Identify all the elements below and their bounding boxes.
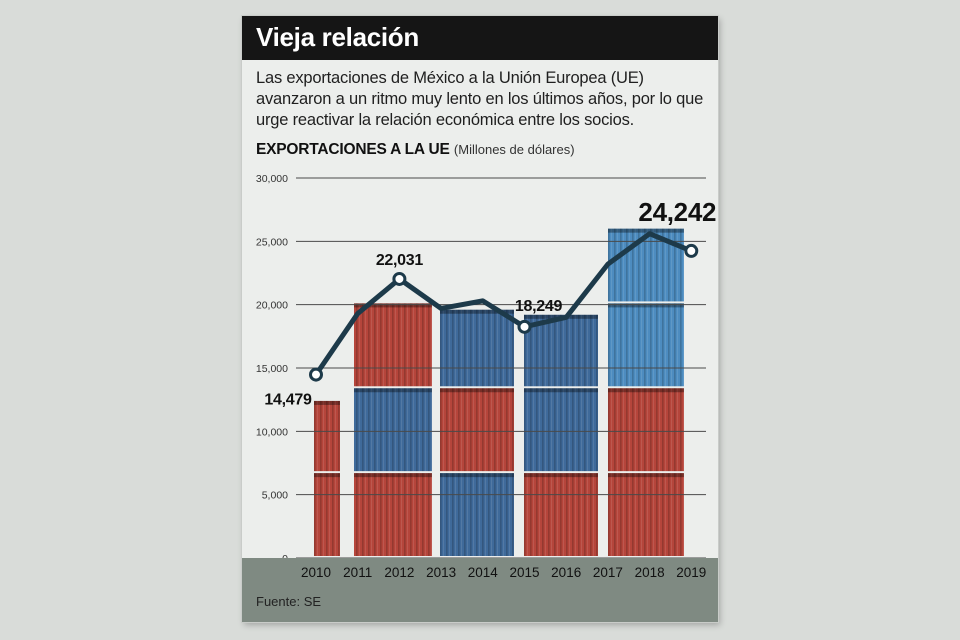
page-title: Vieja relación bbox=[256, 22, 419, 52]
container-ribs bbox=[608, 228, 684, 302]
container-ribs bbox=[354, 303, 432, 387]
container-rail bbox=[354, 473, 432, 478]
container-stack bbox=[524, 314, 598, 556]
container-rail bbox=[314, 400, 340, 405]
container-ribs bbox=[524, 314, 598, 387]
data-label: 18,249 bbox=[515, 298, 563, 315]
infographic-card: Vieja relación Las exportaciones de Méxi… bbox=[242, 16, 718, 622]
series-line bbox=[313, 231, 694, 378]
container-ribs bbox=[354, 473, 432, 556]
container-rail bbox=[608, 473, 684, 478]
x-tick-label: 2013 bbox=[426, 565, 456, 580]
container-rail bbox=[314, 473, 340, 478]
container-rail bbox=[608, 228, 684, 233]
x-tick-label: 2012 bbox=[384, 565, 414, 580]
container-ribs bbox=[440, 309, 514, 387]
container-ribs bbox=[608, 473, 684, 556]
x-axis-band bbox=[242, 558, 718, 622]
container-stack bbox=[440, 309, 514, 556]
x-tick-label: 2019 bbox=[676, 565, 706, 580]
x-tick-label: 2014 bbox=[468, 565, 499, 580]
container-ribs bbox=[524, 388, 598, 472]
y-tick-label: 30,000 bbox=[256, 173, 288, 185]
data-point bbox=[517, 319, 532, 334]
container-rail bbox=[440, 388, 514, 393]
container-rail bbox=[440, 473, 514, 478]
container-stack bbox=[608, 228, 684, 556]
container-ribs bbox=[354, 388, 432, 472]
x-tick-label: 2018 bbox=[635, 565, 665, 580]
x-tick-label: 2010 bbox=[301, 565, 331, 580]
lead-paragraph: Las exportaciones de México a la Unión E… bbox=[256, 69, 704, 129]
container-ribs bbox=[440, 473, 514, 556]
data-label: 24,242 bbox=[638, 197, 716, 227]
y-tick-label: 15,000 bbox=[256, 363, 288, 375]
chart-title: EXPORTACIONES A LA UE bbox=[256, 141, 450, 158]
y-tick-label: 25,000 bbox=[256, 236, 288, 248]
container-ribs bbox=[524, 473, 598, 556]
x-tick-label: 2016 bbox=[551, 565, 581, 580]
x-tick-label: 2017 bbox=[593, 565, 623, 580]
container-rail bbox=[524, 388, 598, 393]
y-tick-label: 5,000 bbox=[262, 490, 288, 502]
data-point bbox=[392, 271, 407, 286]
data-labels: 14,479 22,031 18,249 24,242 bbox=[264, 197, 716, 409]
container-stack bbox=[314, 400, 340, 556]
container-stack bbox=[354, 303, 432, 556]
x-axis: 2010 2011 2012 2013 2014 2015 2016 2017 2018 2019 bbox=[301, 565, 706, 580]
data-label: 14,479 bbox=[264, 392, 312, 409]
x-tick-label: 2015 bbox=[509, 565, 539, 580]
container-ribs bbox=[314, 473, 340, 556]
container-ribs bbox=[314, 400, 340, 472]
chart-subtitle: EXPORTACIONES A LA UE (Millones de dólar… bbox=[256, 141, 575, 159]
y-tick-label: 10,000 bbox=[256, 426, 288, 438]
container-ribs bbox=[608, 388, 684, 472]
container-rail bbox=[354, 303, 432, 308]
data-point bbox=[684, 243, 699, 258]
container-ribs bbox=[440, 388, 514, 472]
data-label: 22,031 bbox=[376, 252, 424, 269]
title-bar: Vieja relación bbox=[242, 16, 718, 60]
x-tick-label: 2011 bbox=[343, 565, 372, 580]
container-rail bbox=[608, 303, 684, 308]
data-points bbox=[309, 243, 699, 382]
y-tick-label: 20,000 bbox=[256, 300, 288, 312]
data-point bbox=[309, 367, 323, 382]
chart-unit: (Millones de dólares) bbox=[453, 142, 575, 157]
container-ribs bbox=[608, 303, 684, 387]
container-rail bbox=[524, 473, 598, 478]
container-stacks bbox=[314, 228, 684, 556]
container-rail bbox=[354, 388, 432, 393]
container-rail bbox=[440, 309, 514, 314]
source-note: Fuente: SE bbox=[256, 594, 322, 609]
container-rail bbox=[608, 388, 684, 393]
